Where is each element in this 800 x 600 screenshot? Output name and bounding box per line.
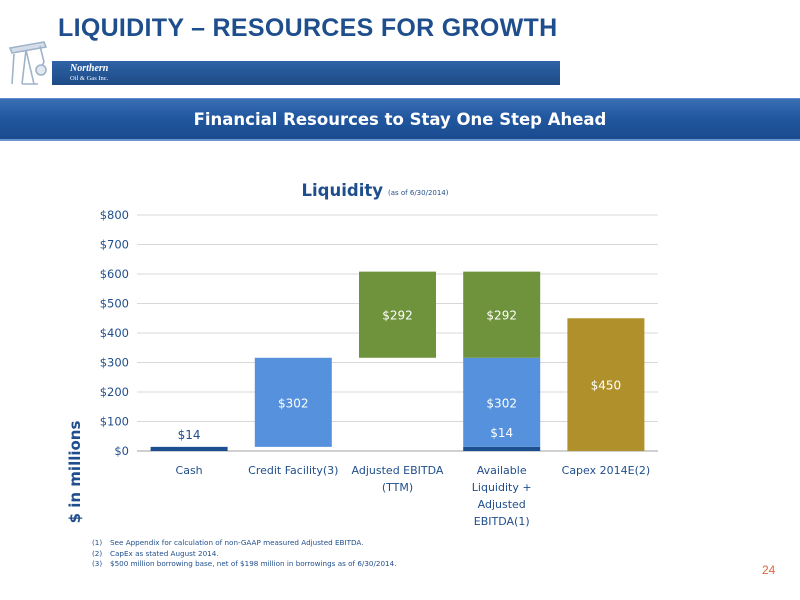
bar (463, 357, 541, 447)
bar (254, 357, 332, 447)
bar-value-label: $292 (382, 309, 413, 323)
bar-value-label: $450 (591, 379, 622, 393)
x-tick-label: Available (477, 464, 527, 477)
bar-value-label: $292 (486, 309, 517, 323)
x-tick-label: EBITDA(1) (474, 515, 530, 528)
x-tick-label: (TTM) (382, 481, 413, 494)
bar-value-label: $14 (178, 428, 201, 442)
y-tick-label: $0 (114, 444, 129, 458)
footnote: (1) See Appendix for calculation of non-G… (92, 538, 364, 547)
bar (463, 271, 541, 358)
x-tick-label: Liquidity + (472, 481, 532, 494)
y-tick-label: $500 (100, 297, 129, 311)
x-tick-label: Adjusted EBITDA (352, 464, 444, 477)
x-axis-ticks: Cash Credit Facility(3) Adjusted EBITDA (TT… (176, 464, 651, 528)
bar (567, 318, 645, 451)
logo-name: Northern (69, 63, 109, 74)
y-tick-label: $700 (100, 238, 129, 252)
bar-series (150, 271, 645, 451)
y-axis-ticks: $0 $100 $200 $300 $400 $500 $600 $700 $800 (100, 208, 129, 458)
x-tick-label: Credit Facility(3) (248, 464, 338, 477)
bar-value-label: $302 (278, 396, 309, 410)
bar (359, 271, 436, 358)
y-tick-label: $100 (100, 415, 129, 429)
bar (463, 446, 541, 451)
banner-text: Financial Resources to Stay One Step Ahe… (193, 109, 607, 129)
y-tick-label: $400 (100, 326, 129, 340)
company-logo: Northern Oil & Gas Inc. (8, 41, 109, 85)
footnote: (3) $500 million borrowing base, net of $… (92, 559, 397, 568)
logo-subname: Oil & Gas Inc. (70, 75, 109, 82)
bar-value-label: $302 (486, 396, 517, 410)
x-tick-label: Capex 2014E(2) (562, 464, 651, 477)
chart-subtitle: (as of 6/30/2014) (388, 189, 449, 197)
chart-title: Liquidity (302, 181, 384, 200)
y-tick-label: $300 (100, 356, 129, 370)
page-title: LIQUIDITY – RESOURCES FOR GROWTH (58, 14, 558, 42)
y-tick-label: $600 (100, 267, 129, 281)
bar-value-label: $14 (490, 426, 513, 440)
section-banner: Financial Resources to Stay One Step Ahe… (0, 98, 800, 141)
chart-title-main: Liquidity (302, 181, 384, 200)
y-axis-label: $ in millions (66, 421, 84, 524)
x-tick-label: Cash (176, 464, 203, 477)
bar-labels: $14 $302 $292 $14 $302 $292 $450 (178, 309, 622, 442)
footnote: (2) CapEx as stated August 2014. (92, 548, 219, 558)
page-number: 24 (762, 563, 776, 577)
header-rule (52, 61, 560, 85)
pump-jack-icon (8, 41, 48, 85)
footnotes: (1) See Appendix for calculation of non-G… (92, 538, 397, 570)
liquidity-chart: Liquidity (as of 6/30/2014) $ in million… (66, 181, 658, 528)
bar (150, 446, 228, 451)
y-tick-label: $800 (100, 208, 129, 222)
x-tick-label: Adjusted (478, 498, 526, 511)
y-tick-label: $200 (100, 385, 129, 399)
